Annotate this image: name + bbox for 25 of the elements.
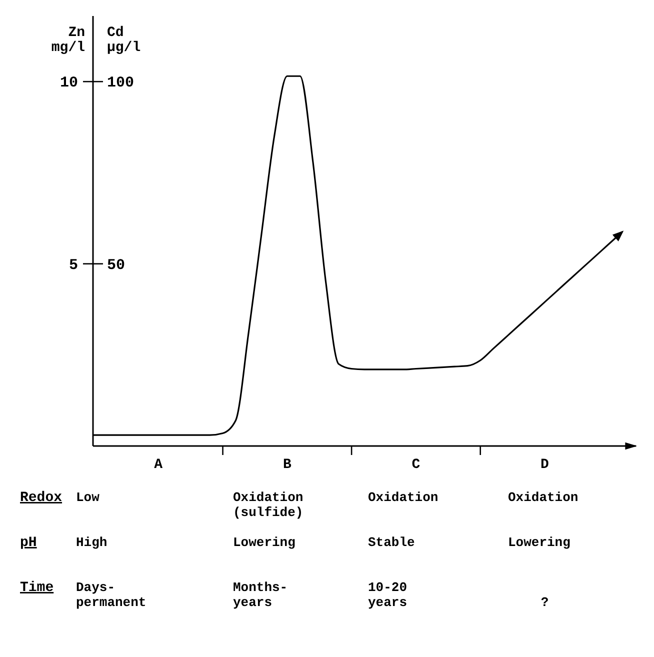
text: Stable xyxy=(368,535,416,550)
y-tick-label: 5 xyxy=(68,256,78,274)
text: Oxidation xyxy=(368,490,438,505)
y2-tick-label: 100 xyxy=(107,74,134,92)
text: Redox xyxy=(20,490,63,506)
text: Oxidation (sulfide) xyxy=(233,490,304,520)
y-tick-label: 10 xyxy=(60,74,78,92)
x-tick-label: C xyxy=(412,457,421,473)
text: Lowering xyxy=(508,535,571,550)
x-tick-label: A xyxy=(154,457,164,473)
text: High xyxy=(76,535,108,550)
y2-tick-label: 50 xyxy=(107,256,126,274)
text: 10-20 years xyxy=(368,580,408,610)
text: Days- permanent xyxy=(76,580,146,610)
y-axis-title: Zn mg/l xyxy=(51,25,85,56)
x-tick-label: D xyxy=(540,457,549,473)
text: Oxidation xyxy=(508,490,578,505)
text: Low xyxy=(76,490,100,505)
text: pH xyxy=(20,535,37,551)
text: Months- years xyxy=(233,580,288,610)
x-tick-label: B xyxy=(282,457,292,473)
text: Time xyxy=(20,580,54,596)
text: Lowering xyxy=(233,535,296,550)
text: ? xyxy=(540,595,549,610)
y2-axis-title: Cd µg/l xyxy=(107,25,141,56)
